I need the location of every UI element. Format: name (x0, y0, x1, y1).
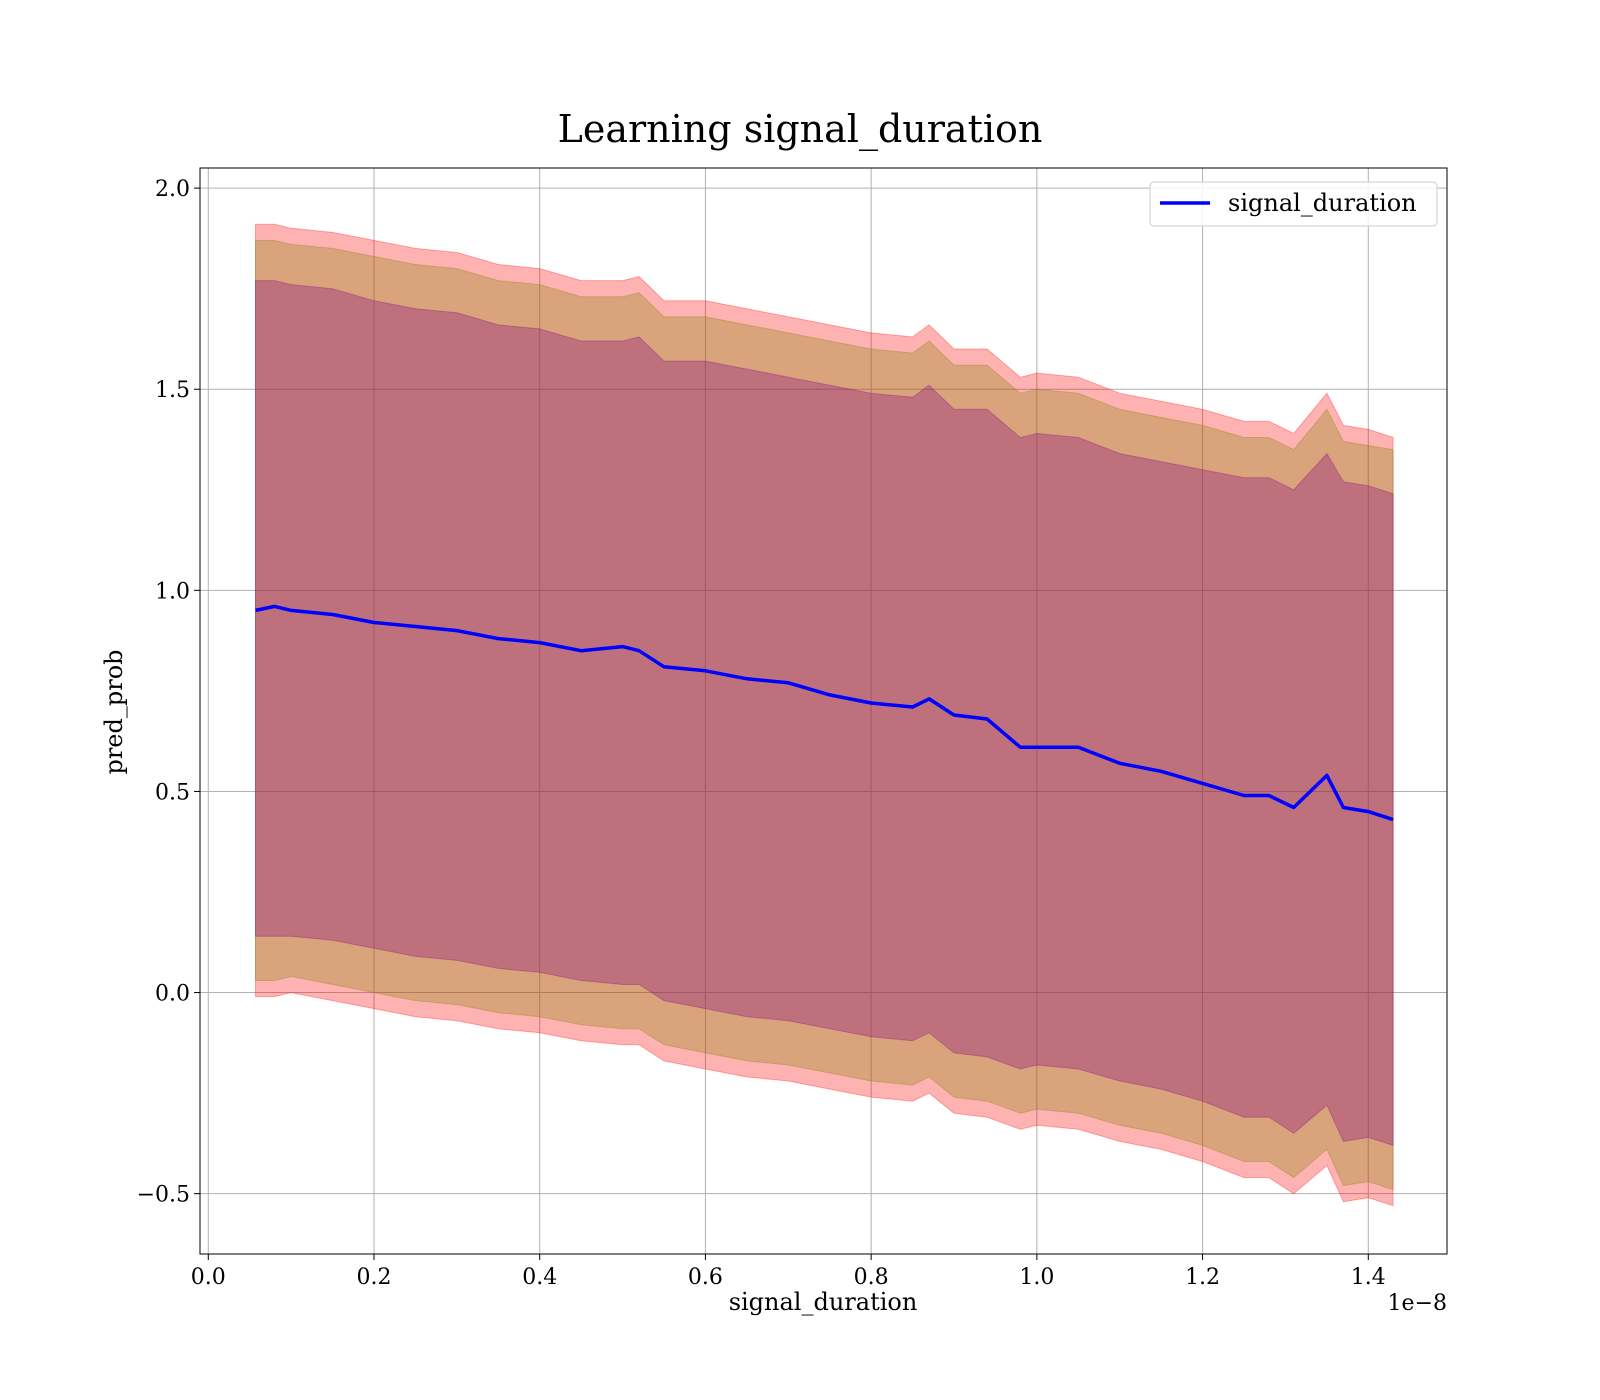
x-tick-label: 0.2 (357, 1265, 392, 1290)
x-axis-label: signal_duration (729, 1288, 918, 1316)
y-tick-label: 1.5 (155, 378, 190, 403)
x-tick-label: 0.8 (854, 1265, 889, 1290)
line-layer (255, 604, 1394, 822)
x-offset-label: 1e−8 (1388, 1291, 1447, 1316)
legend: signal_duration (1149, 181, 1438, 227)
x-tick-label: 1.4 (1351, 1265, 1386, 1290)
x-tick-label: 0.0 (191, 1265, 226, 1290)
confidence-band-2 (255, 239, 1394, 1191)
y-tick-label: 1.0 (155, 579, 190, 604)
x-tick-label: 1.2 (1185, 1265, 1220, 1290)
x-tick-label: 0.6 (688, 1265, 723, 1290)
y-tick-label: 2.0 (155, 177, 190, 202)
y-axis-label: pred_prob (100, 649, 128, 774)
series-line-1 (255, 604, 1394, 822)
x-tick-label: 0.4 (522, 1265, 557, 1290)
y-tick-label: −0.5 (137, 1183, 190, 1208)
band-layer (255, 223, 1394, 1207)
confidence-band-3 (255, 280, 1394, 1147)
y-tick-label: 0.0 (155, 982, 190, 1007)
x-tick-label: 1.0 (1019, 1265, 1054, 1290)
confidence-band-1 (255, 223, 1394, 1207)
y-tick-label: 0.5 (155, 780, 190, 805)
legend-frame (1149, 181, 1438, 227)
chart-title: Learning signal_duration (558, 107, 1043, 152)
legend-label: signal_duration (1228, 189, 1417, 217)
plot-frame (199, 167, 1448, 1255)
tick-layer: 0.0 0.2 0.4 0.6 0.8 1.0 1.2 1.4 −0.5 0.0 0.5 1.0 1.5… (137, 177, 1386, 1290)
grid-layer (200, 168, 1447, 1254)
